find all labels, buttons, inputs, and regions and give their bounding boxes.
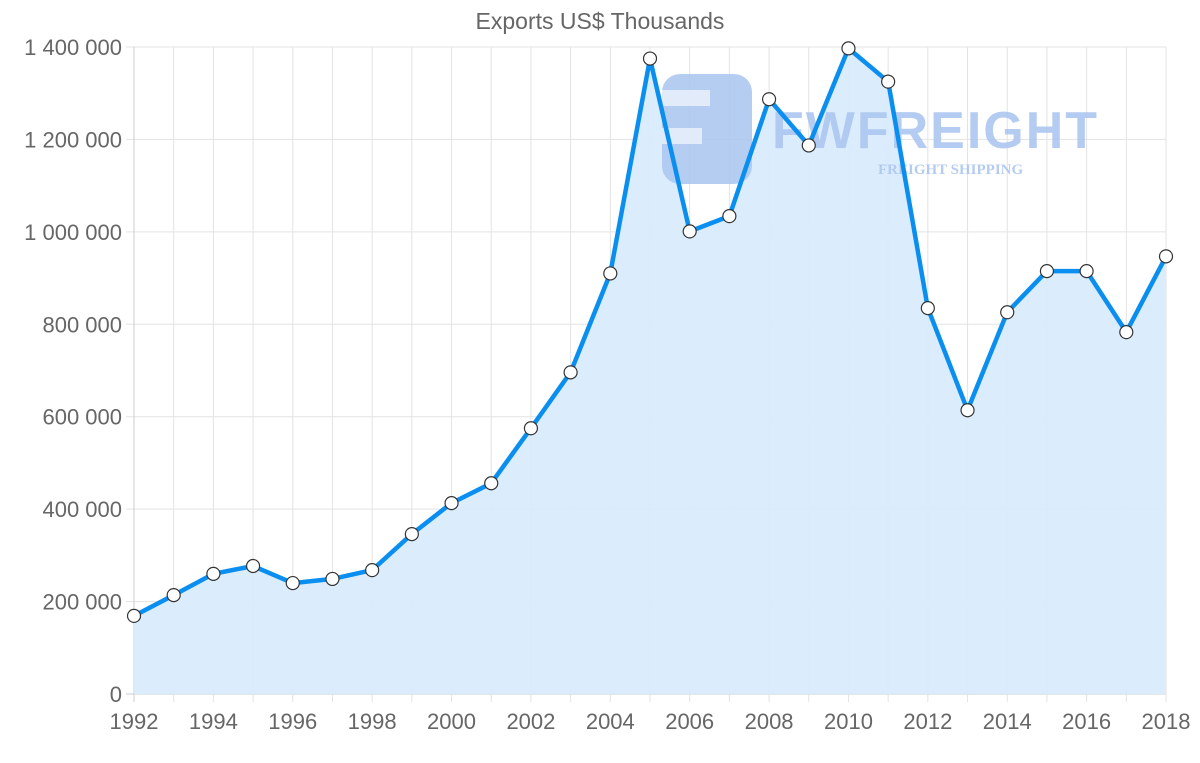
y-tick-label: 200 000 <box>42 590 122 615</box>
data-point-1998 <box>365 563 380 578</box>
chart-title: Exports US$ Thousands <box>475 8 725 34</box>
x-tick-label: 1998 <box>348 709 397 734</box>
data-point-1994 <box>206 566 221 581</box>
x-tick-label: 2006 <box>665 709 714 734</box>
data-point-2005 <box>642 51 658 66</box>
data-point-2004 <box>603 266 618 281</box>
y-tick-label: 1 000 000 <box>24 220 122 245</box>
data-point-2012 <box>920 301 935 316</box>
data-point-2011 <box>881 74 896 89</box>
data-point-2013 <box>960 403 975 418</box>
data-point-2015 <box>1039 264 1055 279</box>
data-point-2006 <box>682 224 697 239</box>
data-point-2000 <box>444 496 459 511</box>
y-tick-label: 400 000 <box>42 497 122 522</box>
x-tick-label: 1994 <box>189 709 238 734</box>
data-point-2018 <box>1158 249 1174 264</box>
data-point-1995 <box>245 558 261 574</box>
data-point-2001 <box>484 476 499 491</box>
area-fill-path <box>134 48 1166 694</box>
y-tick-label: 600 000 <box>42 405 122 430</box>
data-point-1999 <box>404 526 419 542</box>
y-tick-label: 1 200 000 <box>24 127 122 152</box>
data-point-1992 <box>126 608 142 623</box>
y-tick-label: 0 <box>110 682 122 707</box>
data-point-2010 <box>841 41 856 56</box>
data-point-1996 <box>285 575 300 591</box>
y-tick-label: 1 400 000 <box>24 35 122 60</box>
data-point-2003 <box>563 365 578 380</box>
data-point-2016 <box>1079 264 1094 279</box>
data-point-2017 <box>1119 325 1134 340</box>
x-axis: 1992 1994 1996 1998 2000 2002 2004 2006 2008 2010… <box>110 709 1191 734</box>
x-tick-label: 2016 <box>1062 709 1111 734</box>
area-fill <box>134 48 1166 694</box>
x-tick-label: 2018 <box>1142 709 1191 734</box>
x-tick-label: 2014 <box>983 709 1032 734</box>
data-points <box>126 41 1174 623</box>
x-tick-label: 2008 <box>745 709 794 734</box>
x-tick-label: 1992 <box>110 709 159 734</box>
watermark-logo: FWFREIGHT FREIGHT SHIPPING <box>662 74 1099 184</box>
x-tick-label: 2012 <box>903 709 952 734</box>
data-point-2008 <box>761 92 777 107</box>
watermark-tagline: FREIGHT SHIPPING <box>878 162 1023 178</box>
logo-notch <box>662 128 702 144</box>
data-point-2007 <box>722 209 737 224</box>
y-tick-label: 800 000 <box>42 312 122 337</box>
x-tick-label: 2004 <box>586 709 635 734</box>
x-tick-label: 2000 <box>427 709 476 734</box>
logo-notch <box>662 90 710 106</box>
x-tick-label: 1996 <box>268 709 317 734</box>
watermark-brand: FWFREIGHT <box>772 102 1099 160</box>
data-point-2002 <box>523 421 539 436</box>
data-point-1997 <box>325 571 340 587</box>
data-point-2014 <box>1000 305 1015 320</box>
x-tick-label: 2010 <box>824 709 873 734</box>
x-tick-label: 2002 <box>506 709 555 734</box>
y-axis: 0 200 000 400 000 600 000 800 000 1 000 000 1 … <box>24 35 122 707</box>
data-point-1993 <box>166 588 181 603</box>
data-point-2009 <box>801 138 816 153</box>
